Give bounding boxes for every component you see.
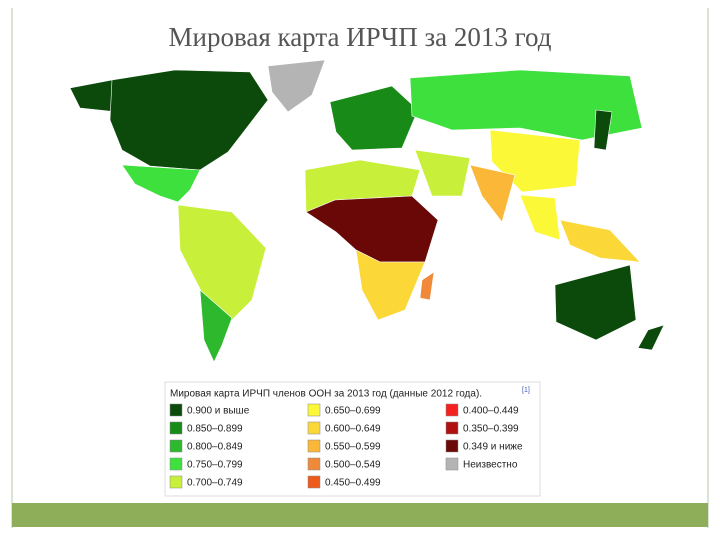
legend-label: 0.350–0.399 [463, 424, 519, 435]
footer-bar [12, 503, 708, 527]
country-region [109, 69, 269, 171]
legend-swatch [445, 439, 459, 453]
country-region [419, 271, 435, 301]
country-region [559, 219, 641, 263]
legend-box [164, 381, 541, 497]
legend-caption: Мировая карта ИРЧП членов ООН за 2013 го… [170, 389, 482, 400]
legend: 0.900 и выше 0.850–0.899 0.800–0.849 0.750–… [169, 403, 523, 489]
legend-swatch [445, 421, 459, 435]
legend-label: 0.700–0.749 [187, 478, 243, 489]
country-region [409, 69, 643, 141]
legend-swatch [169, 439, 183, 453]
world-map [69, 59, 665, 363]
legend-swatch [307, 439, 321, 453]
legend-swatch [169, 421, 183, 435]
country-region [593, 109, 613, 151]
country-region [414, 149, 471, 197]
legend-label: 0.800–0.849 [187, 442, 243, 453]
legend-swatch [307, 457, 321, 471]
country-region [519, 194, 561, 241]
legend-swatch [445, 403, 459, 417]
legend-swatch [307, 403, 321, 417]
country-region [554, 264, 637, 341]
country-region [267, 59, 326, 113]
country-region [329, 85, 419, 151]
legend-label: 0.349 и ниже [463, 442, 523, 453]
legend-label: 0.550–0.599 [325, 442, 381, 453]
slide-title: Мировая карта ИРЧП за 2013 год [168, 22, 551, 52]
legend-label: 0.500–0.549 [325, 460, 381, 471]
legend-swatch [307, 421, 321, 435]
legend-label: 0.650–0.699 [325, 406, 381, 417]
legend-note: [1] [522, 387, 530, 394]
legend-label: 0.900 и выше [187, 406, 250, 417]
legend-label: 0.600–0.649 [325, 424, 381, 435]
legend-label: 0.750–0.799 [187, 460, 243, 471]
legend-swatch [169, 403, 183, 417]
country-region [469, 164, 516, 223]
country-region [305, 195, 439, 263]
country-region [121, 164, 201, 203]
legend-swatch [307, 475, 321, 489]
legend-swatch [445, 457, 459, 471]
legend-label: Неизвестно [463, 460, 518, 471]
country-region [637, 324, 665, 351]
legend-label: 0.450–0.499 [325, 478, 381, 489]
country-region [355, 249, 426, 321]
legend-label: 0.850–0.899 [187, 424, 243, 435]
legend-swatch [169, 475, 183, 489]
legend-swatch [169, 457, 183, 471]
country-region [177, 204, 267, 321]
country-region [199, 289, 233, 363]
legend-label: 0.400–0.449 [463, 406, 519, 417]
